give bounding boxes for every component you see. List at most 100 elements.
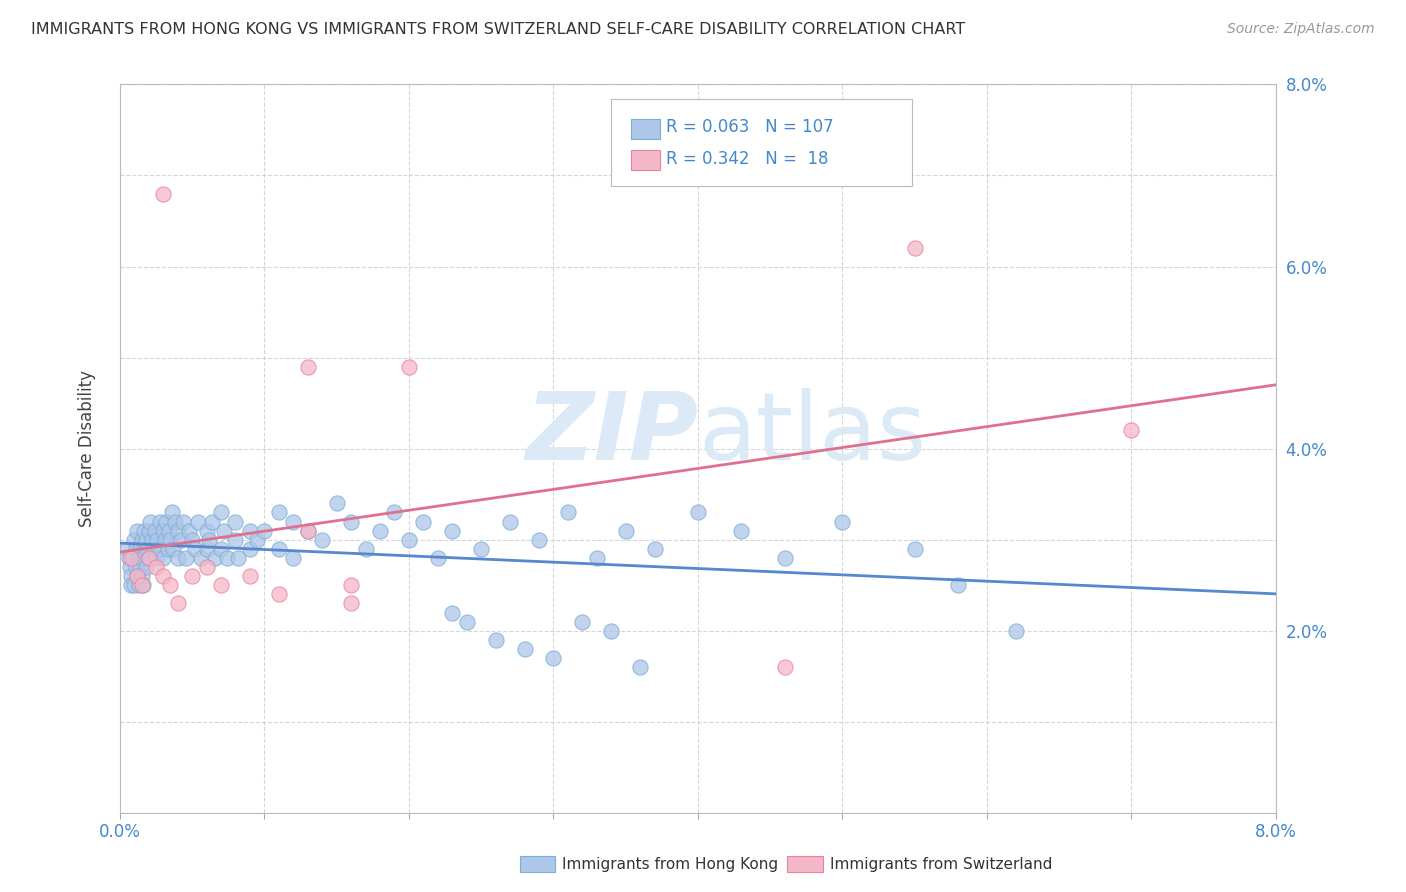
Point <box>166 524 188 538</box>
Point <box>224 533 246 547</box>
Point <box>239 541 262 556</box>
Point <box>139 515 162 529</box>
Text: R = 0.342   N =  18: R = 0.342 N = 18 <box>665 150 828 168</box>
Point <box>115 541 138 556</box>
Point <box>117 550 139 565</box>
Point <box>145 550 167 565</box>
Point <box>134 524 156 538</box>
Point <box>160 505 183 519</box>
Text: ZIP: ZIP <box>524 388 697 480</box>
Point <box>131 578 153 592</box>
Point <box>340 515 363 529</box>
Point <box>543 651 565 665</box>
Point <box>485 632 508 647</box>
Point <box>153 533 176 547</box>
Bar <box>631 150 659 170</box>
Point <box>124 578 146 592</box>
Point <box>179 524 201 538</box>
Point <box>149 515 172 529</box>
Point <box>1005 624 1028 638</box>
Point <box>187 515 209 529</box>
Point <box>146 533 169 547</box>
Point <box>456 615 478 629</box>
Point <box>239 569 262 583</box>
Point <box>129 541 152 556</box>
Point <box>132 578 155 592</box>
Point <box>152 186 174 201</box>
Point <box>190 550 212 565</box>
Text: IMMIGRANTS FROM HONG KONG VS IMMIGRANTS FROM SWITZERLAND SELF-CARE DISABILITY CO: IMMIGRANTS FROM HONG KONG VS IMMIGRANTS … <box>31 22 965 37</box>
Point <box>904 241 927 255</box>
Point <box>142 541 165 556</box>
Point <box>614 524 637 538</box>
Point <box>166 550 188 565</box>
Point <box>325 496 347 510</box>
Point <box>600 624 623 638</box>
Point <box>557 505 579 519</box>
Point <box>267 587 290 601</box>
Point <box>267 505 290 519</box>
Point <box>195 524 218 538</box>
Point <box>152 524 174 538</box>
Point <box>730 524 752 538</box>
Point <box>340 578 363 592</box>
Point <box>136 541 159 556</box>
Text: atlas: atlas <box>697 388 927 480</box>
Point <box>157 524 180 538</box>
Point <box>124 533 146 547</box>
Point <box>283 515 305 529</box>
Point <box>398 359 420 374</box>
Point <box>946 578 969 592</box>
Point <box>246 533 269 547</box>
Point <box>129 560 152 574</box>
Point <box>209 541 232 556</box>
Point <box>773 550 796 565</box>
Point <box>311 533 333 547</box>
Point <box>441 606 464 620</box>
Point <box>143 524 166 538</box>
Point <box>127 524 149 538</box>
Point <box>513 642 536 657</box>
Point <box>138 550 160 565</box>
Point <box>831 515 853 529</box>
Point <box>138 524 160 538</box>
Point <box>644 541 666 556</box>
Point <box>904 541 927 556</box>
Point <box>527 533 550 547</box>
Point <box>125 560 148 574</box>
Point <box>228 550 250 565</box>
Point <box>152 550 174 565</box>
Point <box>628 660 651 674</box>
Point <box>131 569 153 583</box>
Bar <box>631 119 659 139</box>
Point <box>267 541 290 556</box>
Point <box>135 533 157 547</box>
Point <box>176 550 198 565</box>
Point <box>169 533 191 547</box>
Y-axis label: Self-Care Disability: Self-Care Disability <box>79 370 96 527</box>
Point <box>156 541 179 556</box>
Point <box>125 541 148 556</box>
Point <box>198 533 221 547</box>
Point <box>215 550 238 565</box>
Point <box>499 515 522 529</box>
Point <box>184 541 207 556</box>
Text: Immigrants from Switzerland: Immigrants from Switzerland <box>830 857 1052 871</box>
Point <box>297 359 319 374</box>
Point <box>204 550 226 565</box>
Point <box>239 524 262 538</box>
Point <box>128 578 150 592</box>
Point <box>163 515 186 529</box>
Point <box>773 660 796 674</box>
Point <box>135 560 157 574</box>
Text: Source: ZipAtlas.com: Source: ZipAtlas.com <box>1227 22 1375 37</box>
Point <box>209 505 232 519</box>
Point <box>368 524 391 538</box>
Point <box>118 560 141 574</box>
Point <box>340 597 363 611</box>
Point <box>195 560 218 574</box>
Point <box>120 578 142 592</box>
Point <box>441 524 464 538</box>
Point <box>181 533 204 547</box>
Point <box>354 541 377 556</box>
